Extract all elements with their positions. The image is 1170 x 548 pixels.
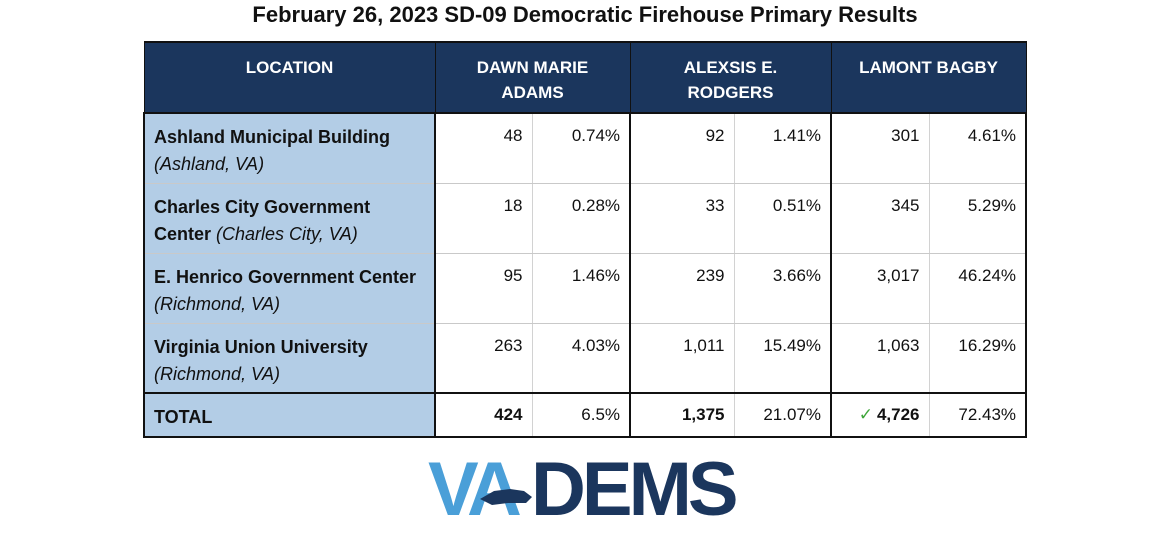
header-row: LOCATION DAWN MARIE ADAMS ALEXSIS E. ROD… [143,41,1027,114]
header-candidate-line1: DAWN MARIE [476,58,589,77]
vote-percent-cell: 16.29% [929,323,1028,394]
location-cell: E. Henrico Government Center (Richmond, … [143,253,436,324]
vote-count-cell: 48 [435,113,533,184]
header-candidate-bagby: LAMONT BAGBY [830,41,1027,114]
table-row: Charles City Government Center (Charles … [143,183,1028,254]
vote-percent-cell: 0.51% [734,183,833,254]
total-row: TOTAL 424 6.5% 1,375 21.07% ✓ 4,726 72.43% [143,392,1028,438]
results-table: LOCATION DAWN MARIE ADAMS ALEXSIS E. ROD… [143,41,1028,438]
total-count-cell: 1,375 [630,392,735,438]
header-candidate-line2: ADAMS [501,83,564,102]
vote-percent-cell: 4.61% [929,113,1028,184]
location-cell: Ashland Municipal Building (Ashland, VA) [143,113,436,184]
vote-count-cell: 301 [831,113,930,184]
total-percent-cell: 21.07% [734,392,833,438]
header-candidate-line1: LAMONT BAGBY [859,58,998,77]
header-candidate-line1: ALEXSIS E. [683,58,778,77]
vote-count-cell: 345 [831,183,930,254]
total-label: TOTAL [143,392,436,438]
logo-va-text: VA [428,455,520,521]
table-row: Ashland Municipal Building (Ashland, VA)… [143,113,1028,184]
location-city: (Richmond, VA) [154,363,281,384]
total-percent-cell: 6.5% [532,392,632,438]
total-count-cell: ✓ 4,726 [831,392,930,438]
page-title: February 26, 2023 SD-09 Democratic Fireh… [252,2,918,27]
location-name: Ashland Municipal Building [154,127,390,147]
vote-count-cell: 1,063 [831,323,930,394]
vote-percent-cell: 1.46% [532,253,632,324]
location-cell: Charles City Government Center (Charles … [143,183,436,254]
vote-percent-cell: 46.24% [929,253,1028,324]
location-name: E. Henrico Government Center [154,266,417,287]
vote-count-cell: 239 [630,253,735,324]
vote-percent-cell: 4.03% [532,323,632,394]
vote-count-cell: 263 [435,323,533,394]
table-row: E. Henrico Government Center (Richmond, … [143,253,1028,324]
vote-count-cell: 1,011 [630,323,735,394]
vote-percent-cell: 5.29% [929,183,1028,254]
total-percent-cell: 72.43% [929,392,1028,438]
vote-count-cell: 3,017 [831,253,930,324]
location-cell: Virginia Union University (Richmond, VA) [143,323,436,394]
total-count-cell: 424 [435,392,533,438]
header-location: LOCATION [143,41,436,114]
vote-percent-cell: 15.49% [734,323,833,394]
logo-dems-text: DEMS [531,455,736,521]
header-candidate-adams: DAWN MARIE ADAMS [434,41,631,114]
location-name: Virginia Union University [154,336,368,357]
vote-percent-cell: 1.41% [734,113,833,184]
vote-count-cell: 33 [630,183,735,254]
vote-count-cell: 95 [435,253,533,324]
location-city: (Ashland, VA) [154,154,265,174]
header-candidate-rodgers: ALEXSIS E. RODGERS [629,41,832,114]
vote-percent-cell: 3.66% [734,253,833,324]
vote-count-cell: 18 [435,183,533,254]
vote-percent-cell: 0.74% [532,113,632,184]
location-city: (Richmond, VA) [154,293,281,314]
winner-check-icon: ✓ [858,405,873,424]
total-count-value: 4,726 [876,405,920,424]
location-city: (Charles City, VA) [216,223,358,244]
table-row: Virginia Union University (Richmond, VA)… [143,323,1028,394]
header-candidate-line2: RODGERS [687,83,774,102]
location-name: Charles City Government Center [154,196,371,244]
vote-percent-cell: 0.28% [532,183,632,254]
vote-count-cell: 92 [630,113,735,184]
virginia-shape-icon [480,489,532,505]
vadems-logo: VA DEMS [428,455,740,521]
